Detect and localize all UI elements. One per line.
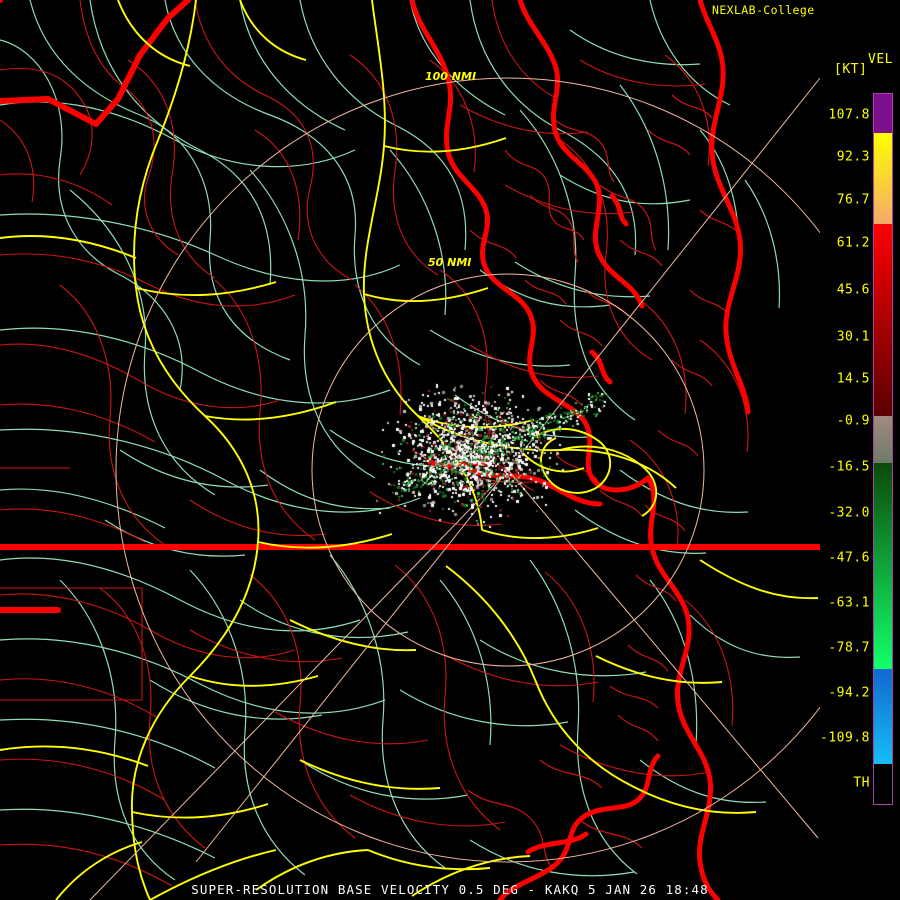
nexlab-credit: NEXLAB-College of DuPage ⛶ xyxy=(712,3,820,17)
product-caption: SUPER-RESOLUTION BASE VELOCITY 0.5 DEG -… xyxy=(191,882,709,897)
colorbar-tick-9: -32.0 xyxy=(828,505,870,521)
colorbar-segment-gray-near-zero xyxy=(874,416,892,463)
range-ring-label-100: 100 NMI xyxy=(425,70,477,83)
radar-map-panel[interactable]: NEXLAB-College of DuPage ⛶ 100 NMI 50 NM… xyxy=(0,0,820,900)
colorbar-segment-below-threshold-black xyxy=(874,764,892,804)
colorbar-segment-blue-inbound xyxy=(874,669,892,764)
colorbar-tick-11: -63.1 xyxy=(828,595,870,611)
colorbar-tick-12: -78.7 xyxy=(828,640,870,656)
colorbar-tick-5: 30.1 xyxy=(836,329,870,345)
colorbar-segment-yellow-to-orange xyxy=(874,133,892,224)
colorbar-tick-3: 61.2 xyxy=(836,235,870,251)
colorbar-tick-10: -47.6 xyxy=(828,550,870,566)
colorbar-tick-0: 107.8 xyxy=(828,107,870,123)
colorbar-tick-2: 76.7 xyxy=(836,192,870,208)
colorbar-panel: VEL [KT] 107.8 92.3 76.7 61.2 45.6 30.1 14.5 -0… xyxy=(820,0,900,900)
velocity-echo-canvas xyxy=(0,0,820,900)
colorbar-tick-15: TH xyxy=(853,775,870,791)
colorbar-tick-7: -0.9 xyxy=(836,413,870,429)
colorbar-title: VEL xyxy=(868,52,893,67)
colorbar-tick-1: 92.3 xyxy=(836,149,870,165)
colorbar-segment-purple-extreme-outbound xyxy=(874,94,892,133)
range-ring-label-50: 50 NMI xyxy=(428,256,472,269)
colorbar-tick-14: -109.8 xyxy=(820,730,870,746)
colorbar-gradient xyxy=(873,93,893,805)
colorbar-tick-13: -94.2 xyxy=(828,685,870,701)
colorbar-segment-dark-green-to-bright xyxy=(874,463,892,669)
colorbar-tick-8: -16.5 xyxy=(828,459,870,475)
colorbar-tick-6: 14.5 xyxy=(836,371,870,387)
colorbar-segment-red-bright-to-dark xyxy=(874,224,892,416)
colorbar-units-label: [KT] xyxy=(834,62,868,77)
colorbar-tick-4: 45.6 xyxy=(836,282,870,298)
